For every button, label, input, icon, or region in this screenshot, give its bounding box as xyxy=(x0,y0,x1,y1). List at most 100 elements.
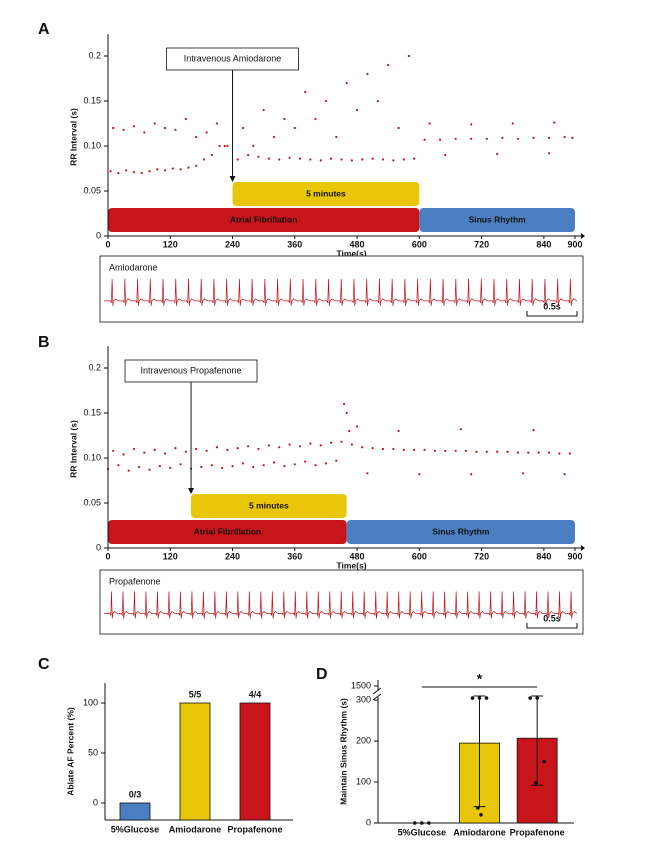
rr-point xyxy=(132,125,136,128)
ecg-label: Propafenone xyxy=(109,576,161,586)
phase-bar xyxy=(108,208,420,232)
rr-point xyxy=(345,411,348,415)
rr-point xyxy=(278,158,281,161)
rr-point xyxy=(319,159,322,162)
ecg-label: Amiodarone xyxy=(109,262,158,272)
rr-point xyxy=(122,128,125,131)
data-point xyxy=(479,813,483,817)
rr-point xyxy=(125,169,128,172)
rr-point xyxy=(470,137,473,140)
rr-point xyxy=(158,465,161,468)
rr-point xyxy=(350,443,353,446)
rr-point xyxy=(304,460,307,463)
data-point xyxy=(528,696,532,700)
scale-bar xyxy=(526,623,578,629)
rr-point xyxy=(501,136,504,139)
rr-point xyxy=(252,144,255,148)
phase-label: Atrial Fibrillation xyxy=(194,526,262,536)
axis-break xyxy=(372,687,382,701)
y-axis-label: Ablate AF Percent (%) xyxy=(65,707,75,796)
bar xyxy=(239,702,271,821)
rr-point xyxy=(272,135,276,139)
rr-point xyxy=(221,466,224,469)
x-tick-label: 840 xyxy=(536,551,551,561)
rr-point xyxy=(148,170,151,173)
rr-point xyxy=(438,138,442,141)
rr-point xyxy=(392,447,395,451)
phase-bar xyxy=(346,520,575,544)
rr-point xyxy=(475,450,478,453)
rr-point xyxy=(547,451,551,454)
x-tick-label: 240 xyxy=(225,551,240,561)
rr-point xyxy=(361,158,364,161)
error-bar xyxy=(531,695,544,786)
rr-point xyxy=(174,128,177,131)
x-tick-label: 600 xyxy=(412,551,427,561)
bar xyxy=(119,802,151,821)
rr-point xyxy=(156,168,159,171)
error-bar xyxy=(473,695,486,808)
y-tick-label: 100 xyxy=(83,697,98,707)
y-axis-label: RR Interval (s) xyxy=(68,108,78,166)
rr-point xyxy=(236,447,239,450)
rr-point xyxy=(247,445,250,448)
rr-point xyxy=(407,54,411,58)
rr-point xyxy=(563,473,566,476)
annotation-text: Intravenous Propafenone xyxy=(140,365,241,375)
scale-label: 0.5s xyxy=(543,613,561,623)
x-tick-label: 0 xyxy=(105,239,110,249)
phase-label: Sinus Rhythm xyxy=(469,214,527,224)
y-tick-label: 1500 xyxy=(351,680,371,690)
rr-point xyxy=(314,117,317,121)
rr-point xyxy=(288,443,291,446)
rr-point xyxy=(252,465,255,469)
rr-point xyxy=(571,136,574,139)
rr-point xyxy=(283,117,286,121)
rr-point xyxy=(226,448,229,451)
rr-point xyxy=(387,63,390,67)
rr-point xyxy=(392,159,395,162)
rr-point xyxy=(132,447,136,451)
rr-point xyxy=(117,464,120,467)
data-point xyxy=(542,759,546,764)
rr-point xyxy=(293,463,296,466)
data-point xyxy=(476,806,480,810)
rr-point xyxy=(547,136,551,139)
y-tick-label: 0.2 xyxy=(88,50,101,60)
x-tick-label: 360 xyxy=(287,239,302,249)
rr-point xyxy=(226,144,229,148)
rr-point xyxy=(112,126,115,130)
rr-point xyxy=(444,153,447,157)
rr-point xyxy=(342,402,346,406)
rr-point xyxy=(298,157,302,160)
x-tick-label: Amiodarone xyxy=(453,827,506,837)
y-tick-label: 0.05 xyxy=(83,185,101,195)
y-tick-label: 0 xyxy=(93,797,98,807)
rr-point xyxy=(402,158,405,161)
rr-point xyxy=(127,469,130,472)
rr-point xyxy=(236,158,239,161)
rr-point xyxy=(397,126,400,130)
rr-point xyxy=(304,90,307,94)
rr-point xyxy=(459,428,462,431)
rr-point xyxy=(153,122,156,125)
ecg-trace xyxy=(104,278,578,306)
rr-point xyxy=(257,155,260,158)
rr-point xyxy=(413,157,416,160)
rr-point xyxy=(413,448,416,451)
x-tick-label: Propafenone xyxy=(227,824,282,834)
x-tick-label: 360 xyxy=(287,551,302,561)
rr-point xyxy=(262,108,265,112)
rr-point xyxy=(140,171,143,175)
data-point xyxy=(477,696,482,700)
rr-point xyxy=(402,448,405,451)
x-tick-label: 480 xyxy=(350,239,365,249)
x-tick-label: 5%Glucose xyxy=(111,824,160,834)
rr-point xyxy=(485,450,488,453)
data-point xyxy=(413,821,417,825)
rr-point xyxy=(423,138,426,141)
rr-point xyxy=(397,429,400,433)
phase-bar xyxy=(419,208,575,232)
rr-point xyxy=(532,136,535,139)
